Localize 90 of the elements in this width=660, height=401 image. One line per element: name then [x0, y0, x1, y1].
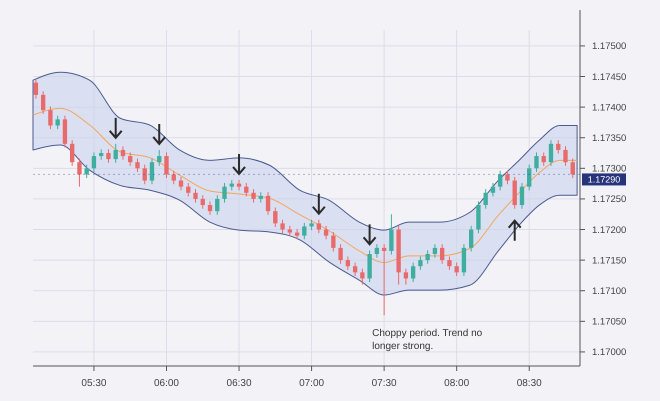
candlestick: [106, 148, 111, 164]
candlestick: [273, 206, 278, 228]
candlestick: [542, 152, 546, 166]
candlestick: [302, 222, 306, 240]
candlestick: [186, 182, 190, 197]
candlestick: [208, 200, 212, 216]
line-series: [32, 108, 578, 264]
x-tick-label: 08:30: [516, 378, 542, 389]
candlestick: [309, 219, 314, 231]
candlestick: [498, 170, 502, 191]
y-tick-label: 1.17300: [592, 164, 626, 175]
candlestick: [346, 256, 350, 270]
candlestick: [556, 140, 560, 154]
candlestick: [280, 219, 285, 234]
candlestick: [99, 148, 104, 160]
candlestick: [230, 179, 234, 191]
y-tick-label: 1.17500: [592, 41, 626, 52]
candlestick: [288, 225, 292, 237]
x-tick-label: 05:30: [81, 378, 107, 389]
candlestick: [505, 170, 510, 185]
x-tick-label: 07:30: [372, 378, 398, 389]
candlestick: [40, 90, 46, 114]
x-tick-label: 06:30: [226, 378, 252, 389]
candlestick: [142, 164, 147, 185]
candlestick: [34, 78, 38, 100]
candlestick: [469, 225, 474, 252]
candlestick: [244, 182, 248, 197]
y-tick-label: 1.17450: [592, 72, 626, 83]
candlestick: [294, 228, 300, 240]
candlestick: [150, 158, 154, 185]
candlestick: [418, 256, 423, 270]
candlestick: [128, 152, 132, 166]
y-tick-label: 1.17150: [592, 255, 626, 266]
candlestick: [404, 268, 408, 286]
y-tick-label: 1.17350: [592, 133, 626, 144]
y-tick-label: 1.17200: [592, 224, 626, 236]
y-tick-label: 1.17100: [592, 286, 626, 298]
y-tick-label: 1.17050: [592, 316, 626, 328]
candlestick: [410, 262, 416, 283]
candlestick: [527, 164, 532, 191]
candlestick: [425, 250, 430, 264]
candlestick: [55, 115, 60, 130]
candlestick: [157, 149, 162, 166]
candlestick: [251, 188, 256, 204]
candlestick: [200, 194, 205, 210]
candlestick: [70, 140, 74, 166]
candlestick: [563, 146, 568, 166]
candlestick: [266, 192, 270, 216]
candlestick: [382, 244, 386, 316]
candlestick: [447, 256, 452, 270]
candlestick: [120, 146, 126, 160]
candlestick: [324, 225, 328, 240]
candlestick: [374, 244, 380, 258]
candlestick: [236, 179, 242, 191]
candlestick: [490, 182, 496, 197]
candlestick: [331, 231, 336, 252]
candlestick: [258, 192, 263, 204]
candlestick: [316, 219, 322, 234]
ref-line-label: 1.17290: [588, 174, 620, 185]
candlestick: [222, 182, 227, 204]
candlestick: [172, 170, 176, 185]
candlestick: [114, 143, 118, 164]
y-tick-label: 1.17250: [592, 194, 626, 206]
candlestick: [352, 262, 358, 277]
candlestick: [193, 188, 198, 204]
candlestick: [178, 176, 184, 191]
candlestick: [92, 152, 96, 172]
candlestick: [48, 106, 53, 130]
candlestick: [432, 244, 438, 258]
candlestick: [520, 182, 524, 210]
candlestick: [570, 158, 575, 179]
candlestick: [534, 152, 539, 172]
x-tick-label: 08:00: [444, 378, 470, 389]
candlestick: [440, 244, 444, 264]
candlestick: [389, 214, 394, 256]
candlestick: [215, 194, 220, 216]
candlestick: [135, 158, 140, 172]
y-tick-label: 1.17400: [592, 102, 626, 114]
candlestick: [338, 244, 343, 264]
x-tick-label: 06:00: [154, 378, 180, 389]
candlestick: [164, 152, 169, 179]
candlestick: [84, 164, 89, 179]
y-tick-label: 1.17000: [592, 347, 626, 358]
x-tick-label: 07:00: [299, 378, 325, 389]
candlestick: [360, 268, 365, 286]
candlestick: [77, 158, 82, 188]
candlestick: [454, 262, 459, 277]
annotation: Choppy period. Trend no longer strong.: [372, 328, 483, 352]
candlestick: [548, 140, 554, 166]
candlestick: [484, 188, 488, 210]
